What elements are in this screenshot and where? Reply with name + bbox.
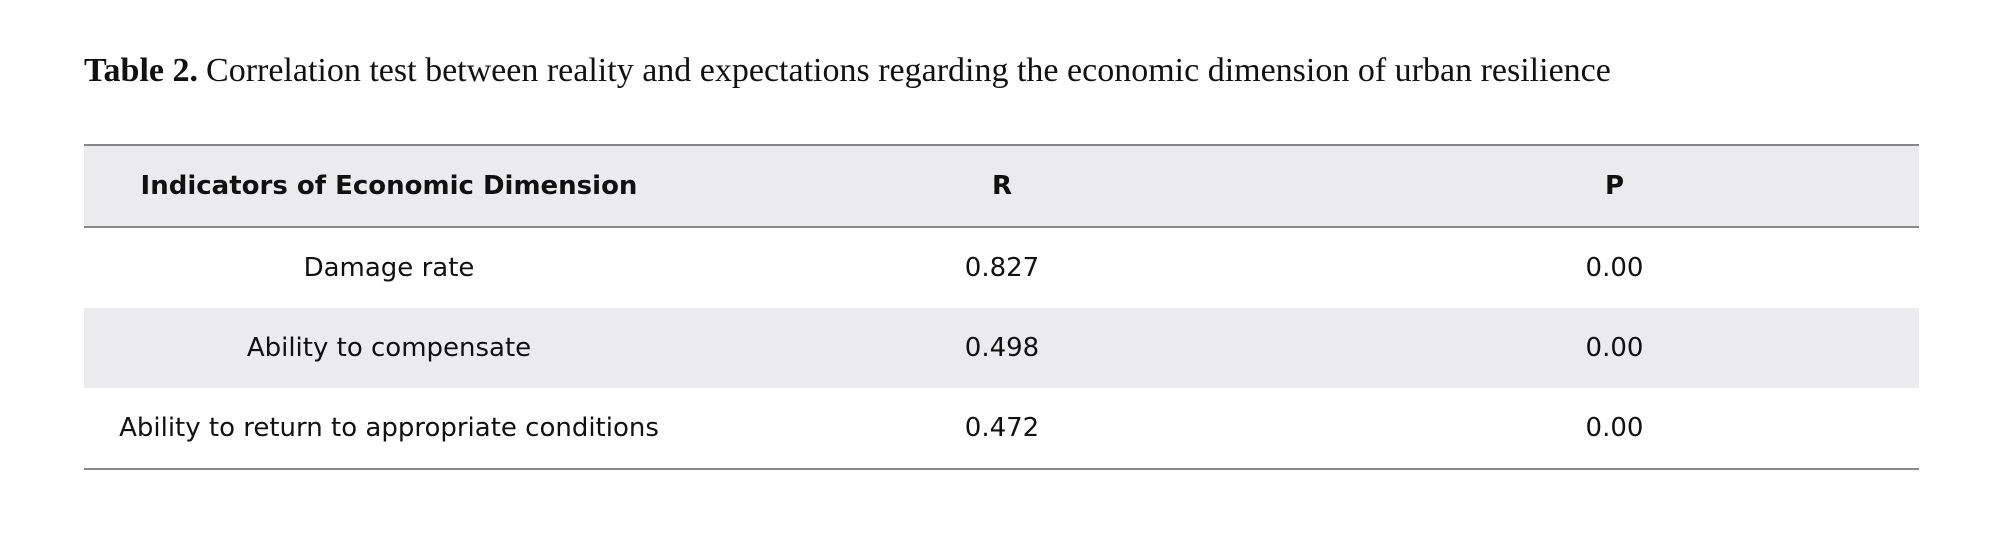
table-cell: 0.00 [1585,413,1644,443]
table-row: Damage rate 0.827 0.00 [84,227,1919,308]
table-cell: Ability to return to appropriate conditi… [119,413,659,443]
table-cell: 0.00 [1585,333,1644,363]
table-cell: 0.00 [1585,253,1644,283]
header-cell: Indicators of Economic Dimension [140,171,638,201]
table-body: Damage rate 0.827 0.00 Ability to compensat… [84,227,1919,469]
table-cell: 0.472 [964,413,1040,443]
table-row: Ability to return to appropriate conditi… [84,388,1919,469]
table-cell: 0.498 [964,333,1040,363]
caption-text: Correlation test between reality and exp… [206,52,1611,89]
table-cell: Ability to compensate [246,333,532,363]
caption-label: Table 2. [84,52,199,89]
table-cell: Damage rate [303,253,475,283]
table-row: Ability to compensate 0.498 0.00 [84,308,1919,388]
header-cell: P [1604,171,1625,201]
header-row: Indicators of Economic Dimension R P [84,145,1919,227]
header-cell: R [991,171,1013,201]
table-cell: 0.827 [964,253,1040,283]
correlation-table: Indicators of Economic Dimension R P Damag… [84,144,1919,470]
table-caption: Table 2. Correlation test between reality… [84,52,1611,90]
